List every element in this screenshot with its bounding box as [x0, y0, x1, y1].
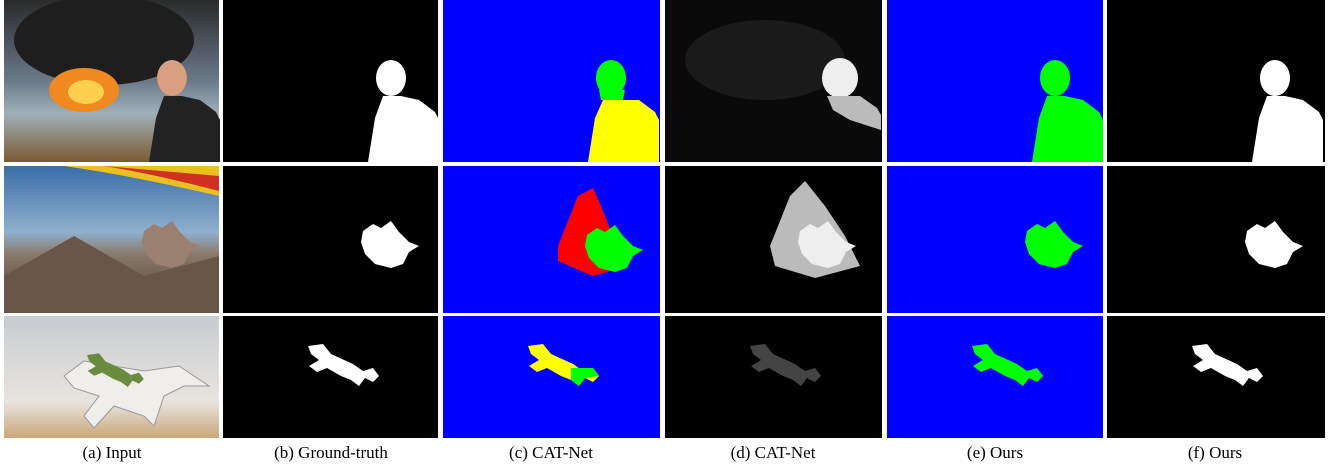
page: (a) Input (b) Ground-truth (c) CAT-Net (…	[0, 0, 1331, 469]
ours-heatmap	[1107, 0, 1325, 162]
ours-heatmap	[1107, 166, 1325, 313]
ground-truth-mask	[223, 0, 439, 162]
row-2	[4, 166, 1325, 313]
ours-color-mask	[887, 166, 1103, 313]
row-1	[4, 0, 1325, 162]
catnet-color-mask	[443, 0, 660, 162]
catnet-color-mask	[443, 316, 660, 438]
caption: (f) Ours	[1107, 443, 1323, 463]
input-image	[4, 166, 219, 313]
caption: (e) Ours	[887, 443, 1103, 463]
caption: (c) CAT-Net	[443, 443, 659, 463]
ours-color-mask	[887, 0, 1103, 162]
input-image	[4, 0, 220, 162]
ours-color-mask	[887, 316, 1103, 438]
caption: (d) CAT-Net	[665, 443, 881, 463]
caption: (b) Ground-truth	[223, 443, 439, 463]
row-3	[4, 316, 1325, 438]
catnet-color-mask	[443, 166, 660, 313]
catnet-heatmap	[665, 0, 882, 162]
input-image	[4, 316, 219, 438]
caption: (a) Input	[4, 443, 220, 463]
catnet-heatmap	[665, 166, 882, 313]
ours-heatmap	[1107, 316, 1325, 438]
figure-grid	[0, 0, 1331, 440]
ground-truth-mask	[223, 166, 438, 313]
catnet-heatmap	[665, 316, 882, 438]
ground-truth-mask	[223, 316, 438, 438]
